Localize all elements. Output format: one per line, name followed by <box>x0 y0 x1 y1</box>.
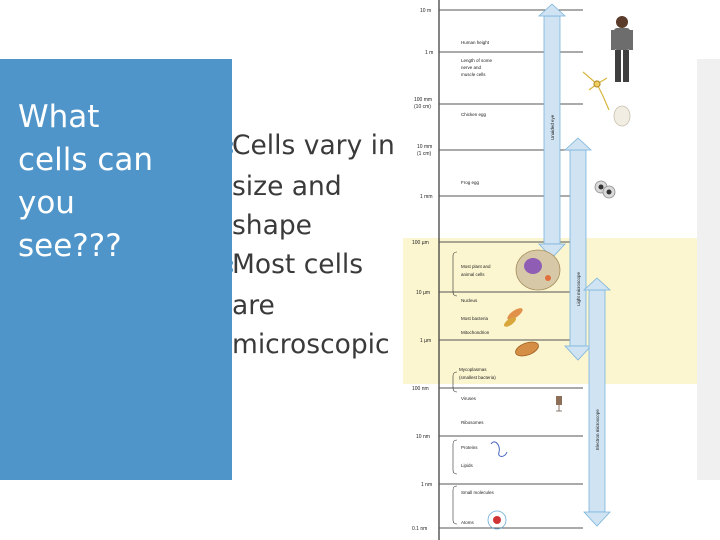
item-label: Mitochondrion <box>461 330 490 335</box>
tick-label: 100 µm <box>412 240 429 246</box>
tick-label: 100 mm <box>414 97 432 103</box>
frog-egg-icon <box>594 180 616 199</box>
arrow-head <box>537 3 567 17</box>
item-label: animal cells <box>461 272 485 277</box>
range-label: Electron microscope <box>595 409 600 450</box>
bullet-item: ঃCells vary in size and shape <box>206 126 416 245</box>
slide-title: What cells can you see??? <box>18 96 218 268</box>
item-label: Ribosomes <box>461 420 484 425</box>
item-label: Nucleus <box>461 298 478 303</box>
item-label: Frog egg <box>461 180 480 185</box>
range-label: Light microscope <box>576 271 581 306</box>
arrow-head <box>583 511 611 527</box>
bullet-line: size and <box>232 171 342 202</box>
mitochondrion-icon <box>515 341 539 357</box>
human-figure-icon <box>611 16 633 82</box>
bullet-line: Cells vary in <box>232 130 395 161</box>
item-label: Mycoplasmas <box>459 367 487 372</box>
arrow-head <box>564 345 592 361</box>
right-edge-strip <box>697 59 720 480</box>
tick-label: 10 m <box>420 8 431 14</box>
title-line: cells can <box>18 142 154 178</box>
item-brackets <box>452 251 458 525</box>
bullet-line: shape <box>232 210 312 241</box>
item-label: Viruses <box>461 396 477 401</box>
item-label: Most bacteria <box>461 316 489 321</box>
tick-label: 1 mm <box>420 194 433 200</box>
tick-label: 10 nm <box>416 434 430 440</box>
specimen-illustrations <box>487 16 633 530</box>
atom-icon <box>487 510 507 530</box>
arrow-shaft <box>588 289 606 513</box>
left-title-panel <box>0 59 232 480</box>
range-label: Unaided eye <box>550 114 555 140</box>
arrow-head <box>582 277 612 291</box>
tick-label: 1 nm <box>421 482 432 488</box>
tick-label: 1 µm <box>420 338 431 344</box>
item-label: muscle cells <box>461 72 486 77</box>
bullet-item: ঃMost cells are microscopic <box>206 245 416 364</box>
bacterium-icon <box>504 308 523 327</box>
item-label: Proteins <box>461 445 478 450</box>
chicken-egg-icon <box>613 105 631 127</box>
bullet-line: are <box>232 290 275 321</box>
item-label: Chicken egg <box>461 112 487 117</box>
tick-label: 100 nm <box>412 386 429 392</box>
item-label: nerve and <box>461 65 482 70</box>
light-microscope-arrow: Light microscope <box>563 137 593 361</box>
tick-label: 1 m <box>425 50 433 56</box>
arrow-shaft <box>569 149 587 347</box>
bullet-list: ঃCells vary in size and shape ঃMost cell… <box>206 126 416 364</box>
title-line: What <box>18 99 100 135</box>
item-label: Length of some <box>461 58 493 63</box>
item-label: Atoms <box>461 520 475 525</box>
item-label: Human height <box>461 40 490 45</box>
item-label: (smallest bacteria) <box>459 375 496 380</box>
range-arrows: Unaided eye Light microscope Electron mi… <box>537 3 612 527</box>
cursive-swash-bullet-icon: ঃ <box>206 135 236 159</box>
electron-microscope-arrow: Electron microscope <box>582 277 612 527</box>
tick-label: 10 µm <box>416 290 430 296</box>
bullet-line: Most cells <box>232 249 364 280</box>
bracket <box>452 439 458 475</box>
tick-label-sub: (10 cm) <box>414 104 431 110</box>
virus-icon <box>556 396 562 412</box>
item-label: Small molecules <box>461 490 495 495</box>
bullet-line: microscopic <box>232 329 390 360</box>
tick-labels: 10 m 1 m 100 mm (10 cm) 10 mm (1 cm) 1 m… <box>412 8 433 532</box>
animal-cell-icon <box>515 249 561 291</box>
bracket <box>452 485 458 525</box>
arrow-head <box>563 137 593 151</box>
title-line: you <box>18 185 75 221</box>
protein-icon <box>490 441 508 457</box>
tick-label: 10 mm <box>417 144 432 150</box>
item-label: Lipids <box>461 463 474 468</box>
nerve-cell-icon <box>582 71 610 111</box>
unaided-eye-arrow: Unaided eye <box>537 3 567 259</box>
tick-label: 0.1 nm <box>412 526 427 532</box>
size-scale-figure: 10 m 1 m 100 mm (10 cm) 10 mm (1 cm) 1 m… <box>403 0 697 540</box>
item-label: Most plant and <box>461 264 491 269</box>
item-labels: Human height Length of some nerve and mu… <box>459 40 496 525</box>
title-line: see??? <box>18 228 122 264</box>
tick-label-sub: (1 cm) <box>417 151 432 157</box>
cursive-swash-bullet-icon: ঃ <box>206 254 236 278</box>
bracket <box>452 371 458 393</box>
bracket <box>452 251 458 297</box>
